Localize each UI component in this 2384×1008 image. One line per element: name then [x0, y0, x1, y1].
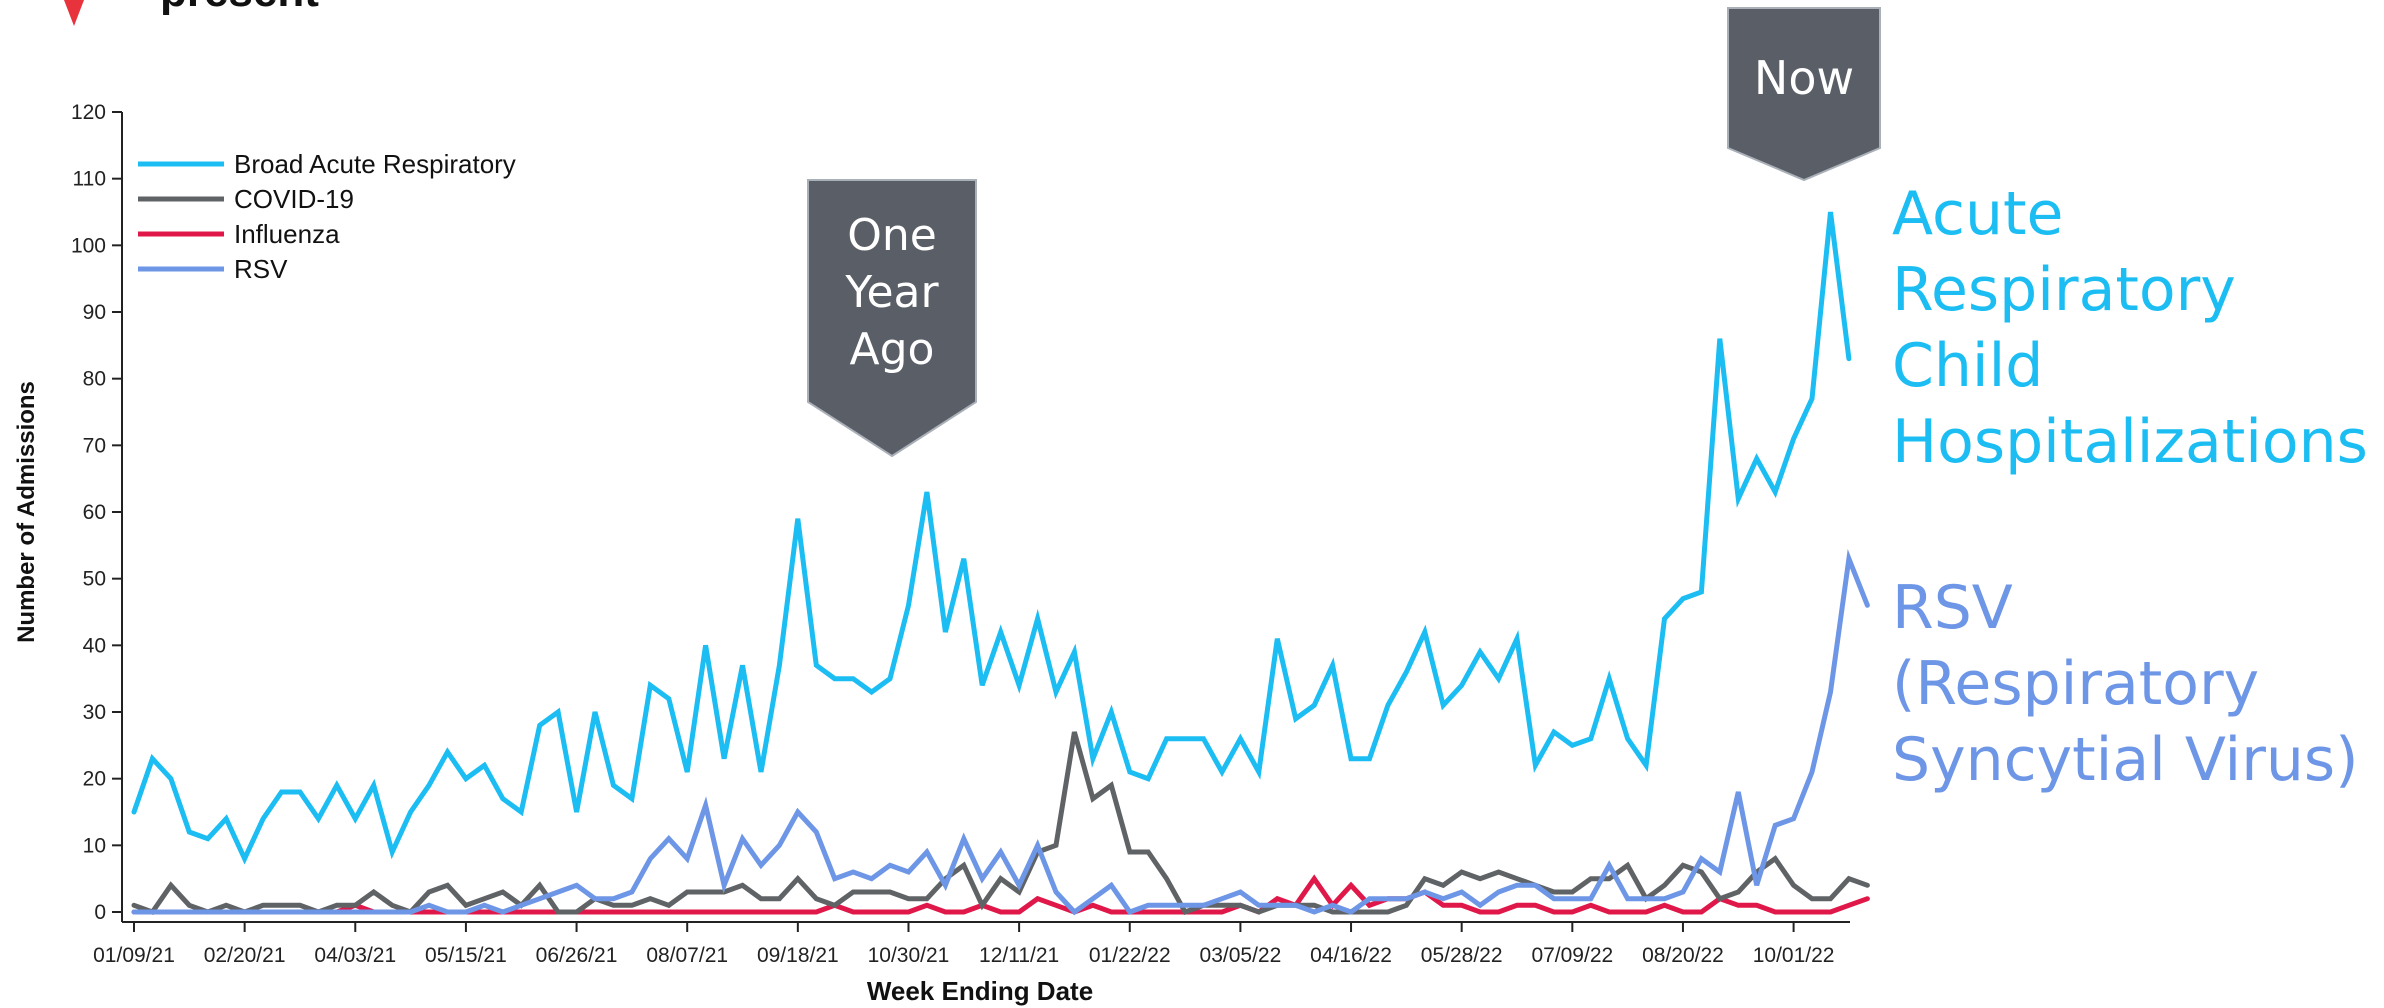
x-tick-label: 05/28/22 [1421, 944, 1503, 967]
y-tick-label: 10 [83, 834, 106, 857]
x-tick-label: 03/05/22 [1200, 944, 1282, 967]
y-tick-label: 40 [83, 634, 106, 657]
y-tick-label: 90 [83, 301, 106, 324]
rsv-label: RSV (Respiratory Syncytial Virus) [1892, 573, 2359, 795]
x-tick-label: 08/07/21 [646, 944, 728, 967]
y-axis-ticks: 0 10 20 30 40 50 60 70 80 90 100 110 120 [71, 101, 122, 924]
y-tick-label: 80 [83, 368, 106, 391]
callout-box [807, 179, 977, 458]
y-tick-label: 70 [83, 434, 106, 457]
legend-label: COVID-19 [234, 184, 354, 214]
y-tick-label: 100 [71, 234, 106, 257]
x-tick-label: 09/18/21 [757, 944, 839, 967]
legend: Broad Acute Respiratory COVID-19 Influenza… [138, 149, 516, 284]
series-line-influenza [131, 874, 1870, 915]
x-tick-label: 05/15/21 [425, 944, 507, 967]
x-tick-label: 01/09/21 [93, 944, 175, 967]
series-lines [131, 211, 1870, 916]
x-tick-label: 10/30/21 [868, 944, 950, 967]
y-tick-label: 50 [83, 568, 106, 591]
x-tick-label: 07/09/22 [1531, 944, 1613, 967]
x-tick-label: 02/20/21 [204, 944, 286, 967]
y-tick-label: 30 [83, 701, 106, 724]
y-tick-label: 110 [73, 168, 106, 191]
y-tick-label: 60 [83, 501, 106, 524]
x-tick-label: 04/16/22 [1310, 944, 1392, 967]
y-tick-label: 20 [83, 768, 106, 791]
x-axis-label: Week Ending Date [867, 976, 1093, 1006]
axes [121, 112, 1850, 923]
x-tick-label: 08/20/22 [1642, 944, 1724, 967]
callouts: One Year Ago Now [807, 7, 1881, 458]
legend-label: RSV [234, 254, 288, 284]
x-axis-ticks: 01/09/21 02/20/21 04/03/21 05/15/21 06/26/21… [93, 922, 1834, 967]
x-tick-label: 10/01/22 [1753, 944, 1835, 967]
callout-box [1727, 7, 1881, 182]
series-line-rsv [131, 548, 1870, 916]
x-tick-label: 04/03/21 [314, 944, 396, 967]
x-tick-label: 12/11/21 [979, 944, 1059, 967]
y-axis-label: Number of Admissions [13, 381, 40, 643]
callout-label: Now [1754, 51, 1854, 105]
y-tick-label: 120 [71, 101, 106, 124]
x-tick-label: 06/26/21 [536, 944, 618, 967]
red-arrow-icon [64, 0, 84, 26]
y-tick-label: 0 [94, 901, 106, 924]
legend-label: Influenza [234, 219, 340, 249]
x-tick-label: 01/22/22 [1089, 944, 1171, 967]
page-title-fragment: present [160, 0, 319, 16]
series-line-covid-19 [131, 731, 1870, 916]
acute-respiratory-label: Acute Respiratory Child Hospitalizations [1892, 179, 2368, 477]
series-line-broad-acute-respiratory [131, 211, 1852, 865]
legend-label: Broad Acute Respiratory [234, 149, 516, 179]
callout-label: One Year Ago [844, 210, 939, 375]
